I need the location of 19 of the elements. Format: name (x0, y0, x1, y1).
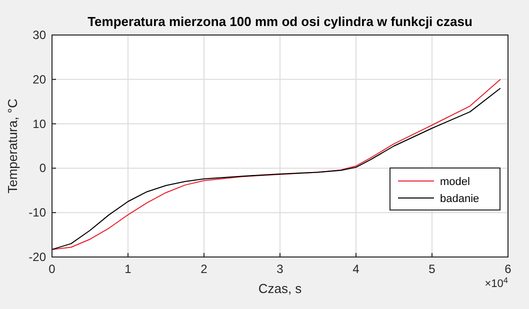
x-tick-label: 3 (276, 262, 284, 276)
y-tick-label: 30 (32, 28, 46, 42)
legend-label: badanie (440, 193, 480, 205)
x-tick-label: 0 (48, 262, 56, 276)
y-axis-title: Temperatura, °C (5, 98, 20, 194)
text: ×10$^{4}$ (484, 276, 508, 290)
x-tick-label: 4 (352, 262, 360, 276)
y-tick-label: -10 (28, 206, 46, 220)
legend-label: model (440, 176, 470, 188)
y-tick-label: -20 (28, 250, 46, 264)
y-tick-label: 0 (39, 161, 46, 176)
x-tick-label: 2 (200, 262, 208, 276)
y-tick-label: 10 (32, 116, 46, 131)
x-tick-label: 6 (504, 262, 512, 276)
x-tick-label: 5 (428, 262, 436, 276)
x-axis-title: Czas, s (258, 281, 302, 296)
chart-title: Temperatura mierzona 100 mm od osi cylindra w funkcji czasu (88, 14, 472, 29)
y-tick-label: 20 (32, 72, 46, 86)
x-tick-label: 1 (124, 262, 132, 276)
